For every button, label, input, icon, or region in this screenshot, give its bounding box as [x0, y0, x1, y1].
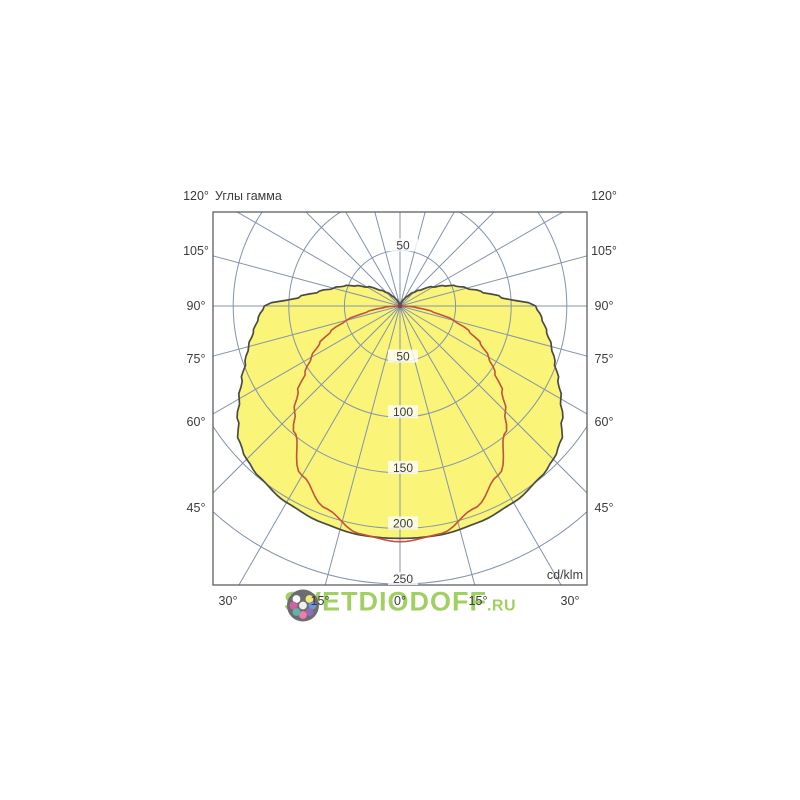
polar-grid-radial-line [324, 305, 401, 585]
logo-dot [289, 601, 298, 610]
polar-grid-radial-line [213, 255, 401, 307]
polar-grid-radial-line [213, 305, 401, 357]
radial-tick-label: 100 [393, 405, 413, 419]
radial-tick-label-bg [388, 405, 418, 419]
intensity-curves-layer [236, 284, 564, 543]
radial-tick-label-bg [388, 572, 418, 585]
radial-tick-label: 50 [396, 238, 410, 252]
watermark-text-diodoff: DIODOFF [358, 586, 487, 617]
polar-grid-radial-line [236, 212, 401, 307]
polar-grid-radial-line [399, 212, 455, 307]
radial-tick-label: 150 [393, 461, 413, 475]
gamma-angle-label-top-left: 120° [183, 189, 209, 203]
chart-title: Углы гамма [215, 189, 282, 203]
radial-tick-labels: 50 50 100 150 200 250 [388, 238, 418, 586]
polar-grid-radial-line [399, 305, 587, 494]
polar-grid-radial-line [399, 305, 562, 585]
gamma-angle-label-top-right: 120° [591, 189, 617, 203]
logo-dot [305, 595, 314, 603]
polar-origin-dot [397, 303, 403, 309]
watermark: SVET DIODOFF .RU [284, 586, 517, 622]
polar-grid-radial-line [305, 212, 401, 307]
radial-tick-label: 250 [393, 572, 413, 586]
radial-tick-label: 200 [393, 516, 413, 530]
unit-label: cd/klm [546, 568, 583, 582]
polar-grid-radial-line [399, 305, 476, 585]
logo-dot [292, 595, 301, 603]
polar-grid-radial-line [238, 305, 401, 585]
watermark-text-ru: .RU [486, 597, 517, 615]
logo-dot [305, 608, 314, 616]
polar-grid-radial-line [213, 305, 401, 494]
logo-center-dot [299, 601, 307, 610]
radial-tick-label-bg [388, 238, 418, 252]
polar-grid-radial-line [399, 212, 564, 307]
radial-tick-label: 50 [396, 350, 410, 364]
logo-dot [292, 608, 301, 616]
radial-tick-label-bg [388, 516, 418, 530]
polar-grid-radial-line [399, 255, 587, 307]
polar-grid-radial-line [399, 305, 587, 357]
radial-tick-label-bg [388, 349, 418, 363]
logo-dot [299, 611, 307, 619]
watermark-logo-icon [286, 589, 319, 622]
polar-grid-radial-line [345, 212, 401, 307]
radial-tick-label-bg [388, 460, 418, 474]
polar-grid-radial-line [399, 212, 495, 307]
logo-dot [308, 601, 317, 610]
